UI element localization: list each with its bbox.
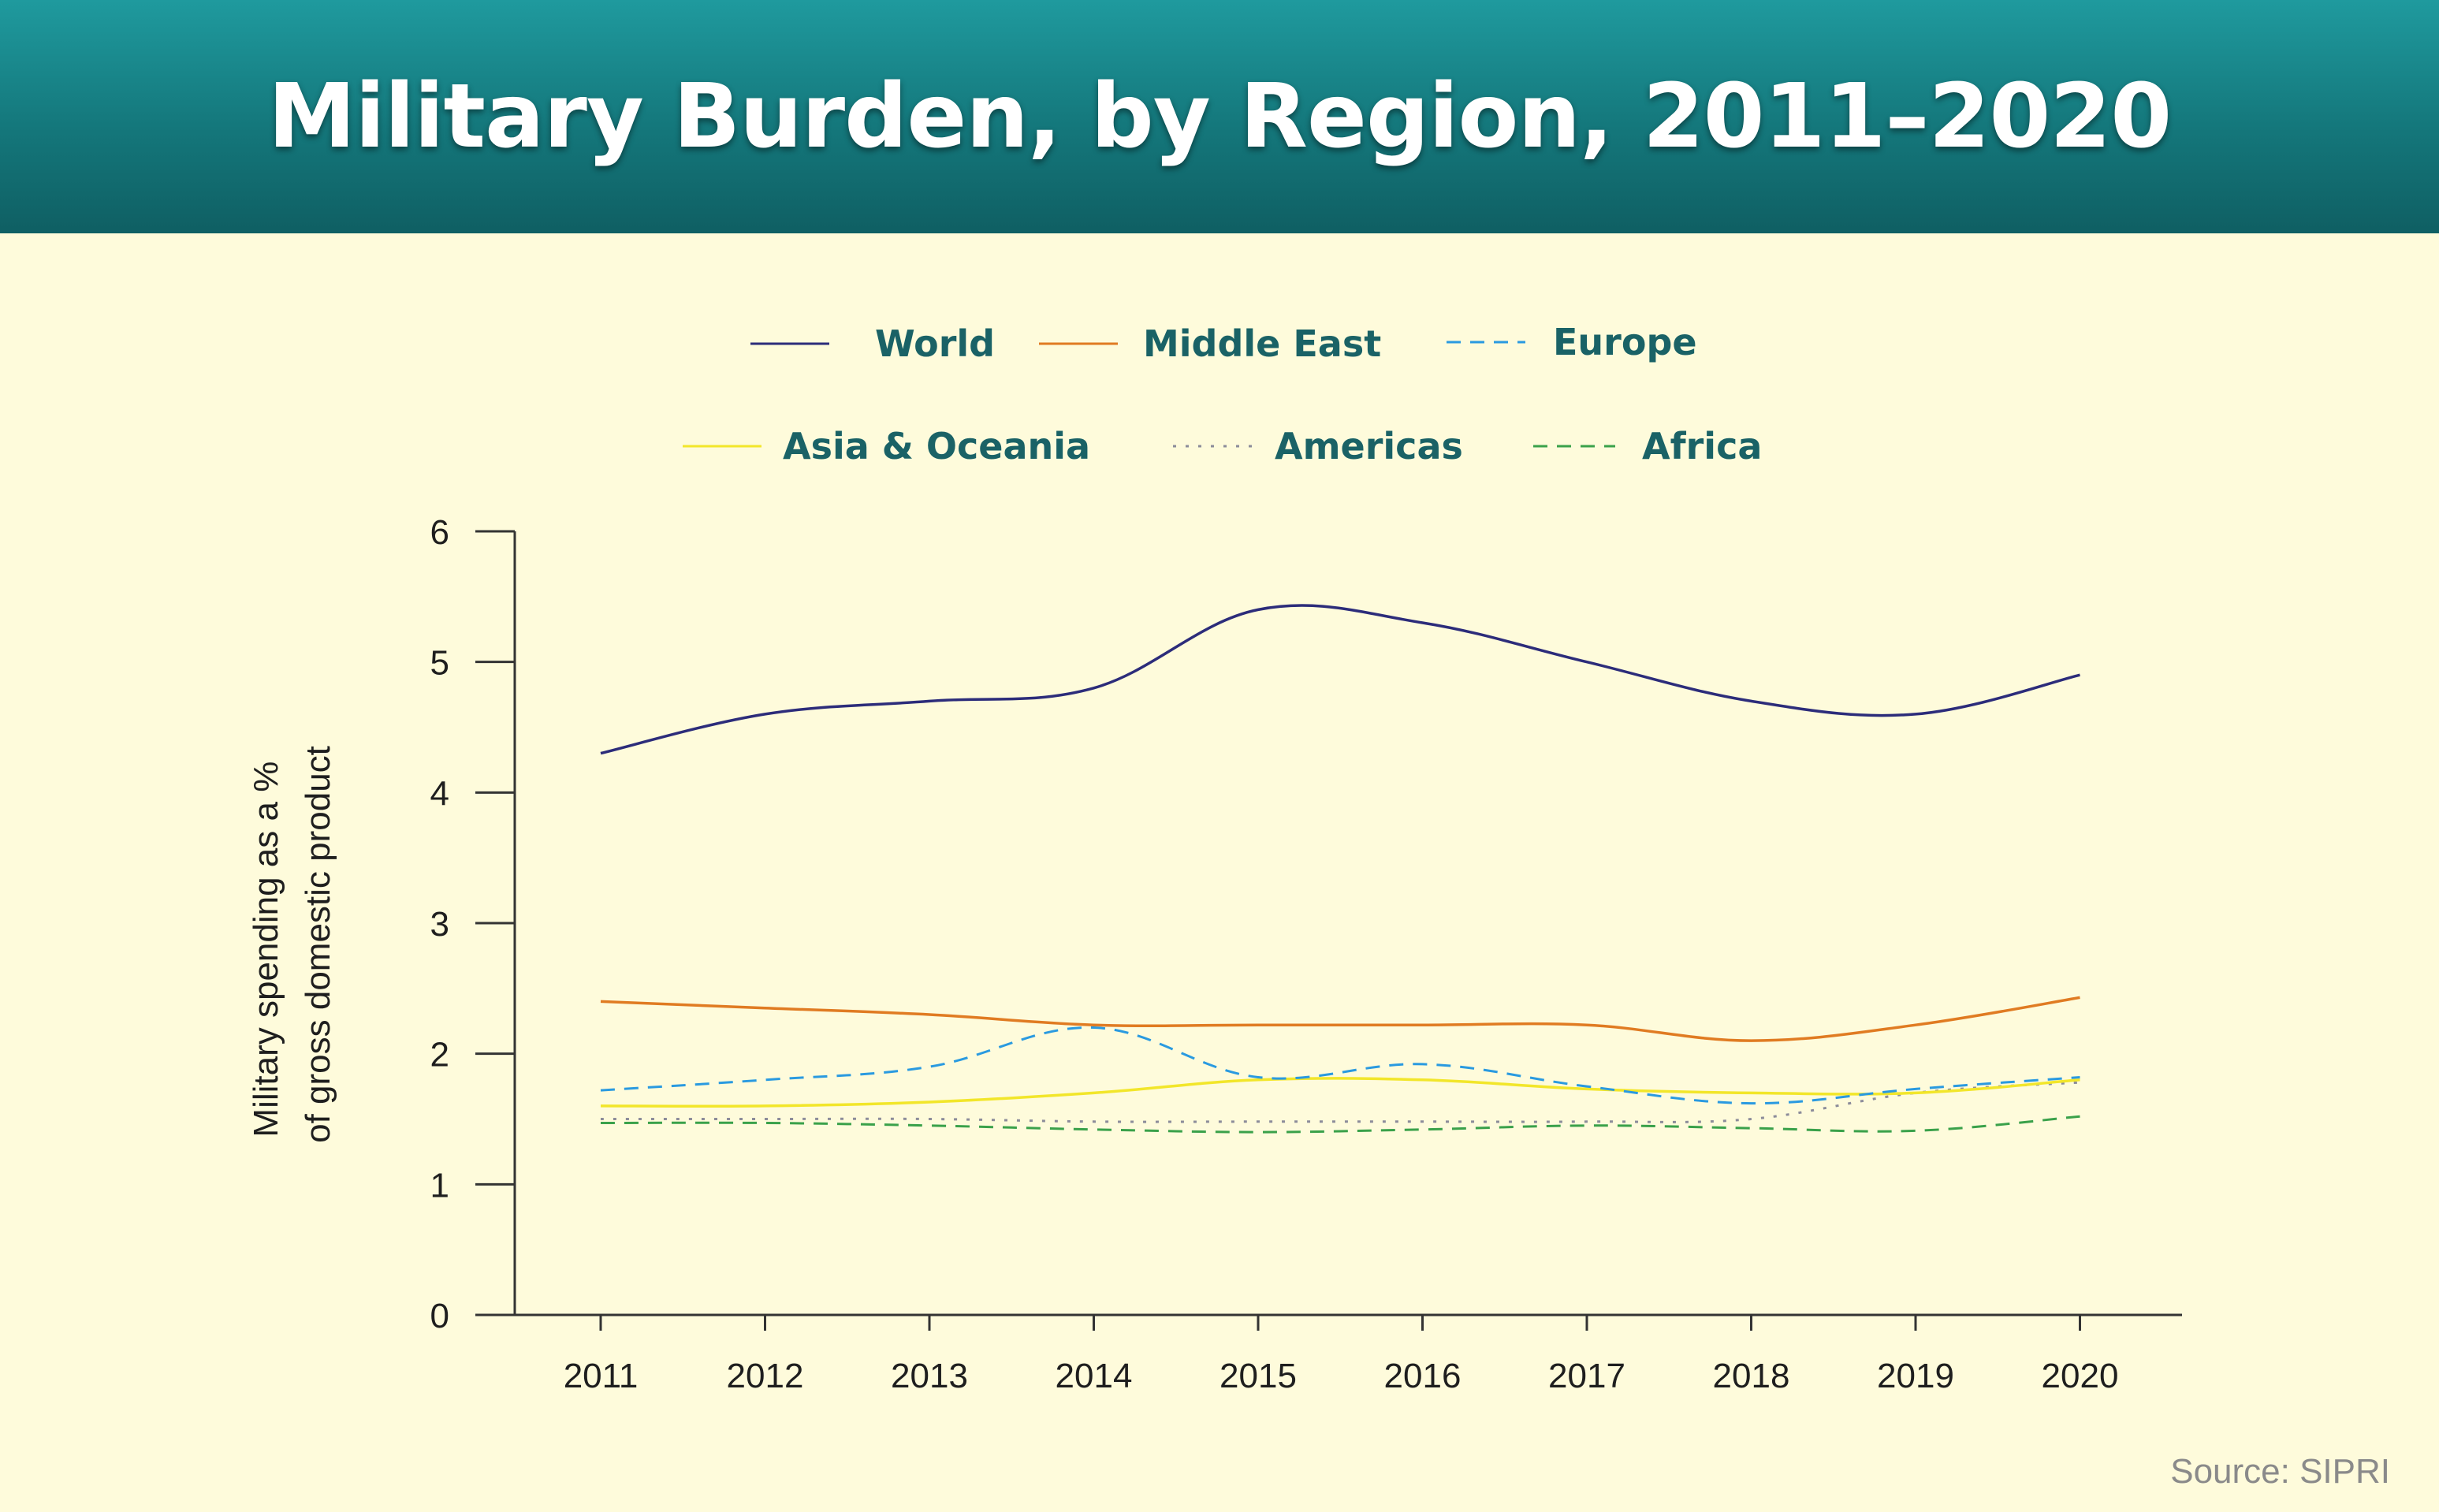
y-tick-label: 2 xyxy=(430,1036,449,1074)
y-axis-title: Military spending as a % of gross domest… xyxy=(247,746,337,1143)
y-tick-label: 1 xyxy=(430,1166,449,1205)
axes: 0 1 2 3 4 5 6 2011 2012 2013 2014 2015 2016 2017 2018 2… xyxy=(430,513,2182,1395)
chart-title: Military Burden, by Region, 2011–2020 xyxy=(267,65,2172,168)
legend-label: Americas xyxy=(1275,425,1463,467)
x-tick-label: 2017 xyxy=(1548,1357,1625,1395)
header-banner: Military Burden, by Region, 2011–2020 xyxy=(0,0,2439,233)
legend-item-world: World xyxy=(750,322,995,365)
legend-item-africa: Africa xyxy=(1533,425,1762,467)
series-line-europe xyxy=(600,1026,2080,1105)
source-note: Source: SIPRI xyxy=(2170,1452,2390,1491)
x-tick-label: 2012 xyxy=(727,1357,804,1395)
y-axis-title-line-2: of gross domestic product xyxy=(299,746,337,1143)
series-line-middle-east xyxy=(600,996,2080,1042)
legend-item-asia-and-oceania: Asia & Oceania xyxy=(683,425,1090,467)
legend-item-americas: Americas xyxy=(1173,425,1463,467)
series-lines xyxy=(600,604,2080,1134)
legend-item-europe: Europe xyxy=(1447,321,1697,363)
y-axis-title-line-1: Military spending as a % xyxy=(247,762,285,1138)
x-tick-label: 2019 xyxy=(1877,1357,1954,1395)
y-tick-label: 6 xyxy=(430,513,449,552)
series-line-world xyxy=(600,604,2080,755)
x-tick-label: 2016 xyxy=(1384,1357,1462,1395)
x-tick-label: 2020 xyxy=(2042,1357,2119,1395)
y-tick-label: 5 xyxy=(430,644,449,683)
legend: World Middle East Europe Asia & Oceania Amer… xyxy=(683,321,1762,467)
x-tick-label: 2015 xyxy=(1220,1357,1297,1395)
series-line-asia-and-oceania xyxy=(600,1077,2080,1108)
series-line-americas xyxy=(600,1081,2080,1123)
series-line-africa xyxy=(600,1115,2080,1134)
legend-item-middle-east: Middle East xyxy=(1039,322,1381,365)
legend-label: Asia & Oceania xyxy=(783,425,1090,467)
y-tick-label: 0 xyxy=(430,1297,449,1335)
legend-label: Europe xyxy=(1553,321,1697,363)
x-tick-label: 2011 xyxy=(564,1357,639,1395)
legend-label: Middle East xyxy=(1143,322,1381,365)
legend-label: World xyxy=(875,322,995,365)
x-tick-label: 2018 xyxy=(1713,1357,1790,1395)
y-tick-label: 4 xyxy=(430,774,449,813)
x-tick-label: 2013 xyxy=(891,1357,968,1395)
x-tick-label: 2014 xyxy=(1056,1357,1133,1395)
y-tick-label: 3 xyxy=(430,905,449,944)
legend-label: Africa xyxy=(1642,425,1762,467)
